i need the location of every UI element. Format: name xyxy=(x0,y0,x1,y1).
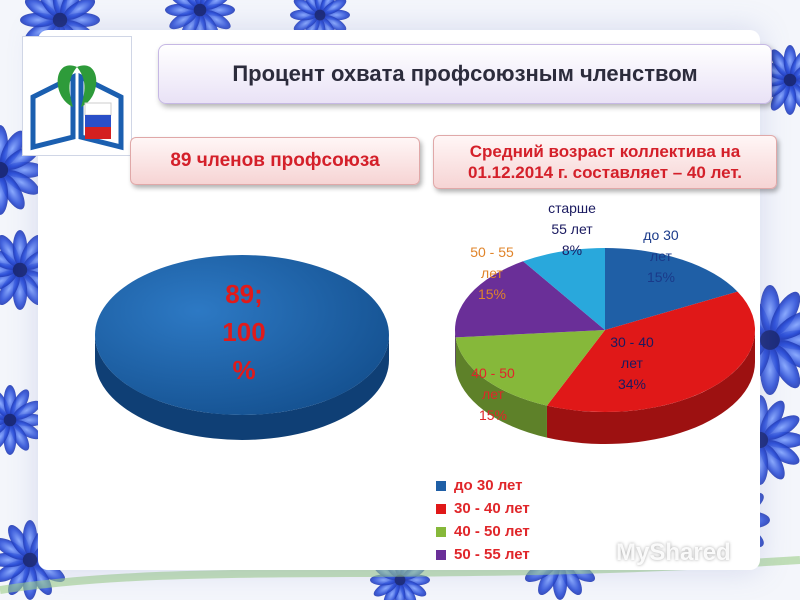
age-pie-label-line: лет xyxy=(621,355,643,371)
age-legend: до 30 лет 30 - 40 лет 40 - 50 лет 50 - 55 л… xyxy=(436,474,530,566)
age-pie-data-label: 40 - 50 лет 15% xyxy=(471,365,515,423)
legend-item: 30 - 40 лет xyxy=(436,497,530,520)
membership-pie-label-line: % xyxy=(232,355,255,385)
age-pie-slice-side xyxy=(455,330,456,370)
average-age-line-1: Средний возраст коллектива на xyxy=(469,142,741,161)
members-count-label: 89 членов профсоюза xyxy=(130,137,420,185)
legend-swatch xyxy=(436,549,446,560)
age-pie-slice xyxy=(605,248,738,330)
age-pie-slice xyxy=(455,330,605,406)
age-pie-label-line: лет xyxy=(481,265,503,281)
age-pie-slice xyxy=(455,261,605,338)
age-pie-label-line: 55 лет xyxy=(551,221,593,237)
legend-label: 30 - 40 лет xyxy=(454,500,530,517)
average-age-label: Средний возраст коллектива на 01.12.2014… xyxy=(433,135,777,189)
age-pie-slice-side xyxy=(455,337,547,438)
page-title: Процент охвата профсоюзным членством xyxy=(158,44,772,104)
legend-label: 50 - 55 лет xyxy=(454,546,530,563)
age-pie-label-line: 15% xyxy=(478,286,506,302)
union-logo-icon xyxy=(30,65,124,151)
age-pie-slice-side xyxy=(546,330,755,444)
age-pie-label-line: 50 - 55 xyxy=(470,244,514,260)
age-pie-label-line: 8% xyxy=(562,242,582,258)
age-pie-data-label: 50 - 55 лет 15% xyxy=(470,244,514,302)
age-pie-label-line: 30 - 40 xyxy=(610,334,654,350)
watermark-text: MyShared xyxy=(616,539,731,566)
age-pie-label-line: лет xyxy=(482,386,504,402)
cornflower-decor xyxy=(0,125,45,215)
legend-label: 40 - 50 лет xyxy=(454,523,530,540)
legend-item: до 30 лет xyxy=(436,474,530,497)
legend-swatch xyxy=(436,480,446,491)
membership-pie-data-label: 89; 100% xyxy=(222,279,265,385)
membership-pie-slice xyxy=(95,255,389,415)
legend-swatch xyxy=(436,503,446,514)
age-pie-label-line: до 30 xyxy=(643,227,679,243)
membership-pie-label-line: 89; xyxy=(225,279,263,309)
age-pie-label-line: старше xyxy=(548,200,596,216)
legend-item: 40 - 50 лет xyxy=(436,520,530,543)
age-pie-slice xyxy=(523,248,605,330)
legend-label: до 30 лет xyxy=(454,477,523,494)
age-pie-label-line: 34% xyxy=(618,376,646,392)
age-pie-label-line: 15% xyxy=(479,407,507,423)
age-pie-data-label: старше 55 лет 8% xyxy=(548,200,596,258)
age-pie-label-line: лет xyxy=(650,248,672,264)
legend-swatch xyxy=(436,526,446,537)
age-pie-data-label: до 30 лет 15% xyxy=(643,227,679,285)
age-pie-data-label: 30 - 40 лет 34% xyxy=(610,334,654,392)
average-age-line-2: 01.12.2014 г. составляет – 40 лет. xyxy=(468,163,742,182)
age-pie-label-line: 40 - 50 xyxy=(471,365,515,381)
cornflower-decor xyxy=(0,385,45,455)
age-pie-slice xyxy=(546,291,755,412)
membership-pie-label-line: 100 xyxy=(222,317,265,347)
age-pie-label-line: 15% xyxy=(647,269,675,285)
legend-item: 50 - 55 лет xyxy=(436,543,530,566)
membership-pie-side xyxy=(95,335,389,440)
union-logo xyxy=(22,36,132,156)
